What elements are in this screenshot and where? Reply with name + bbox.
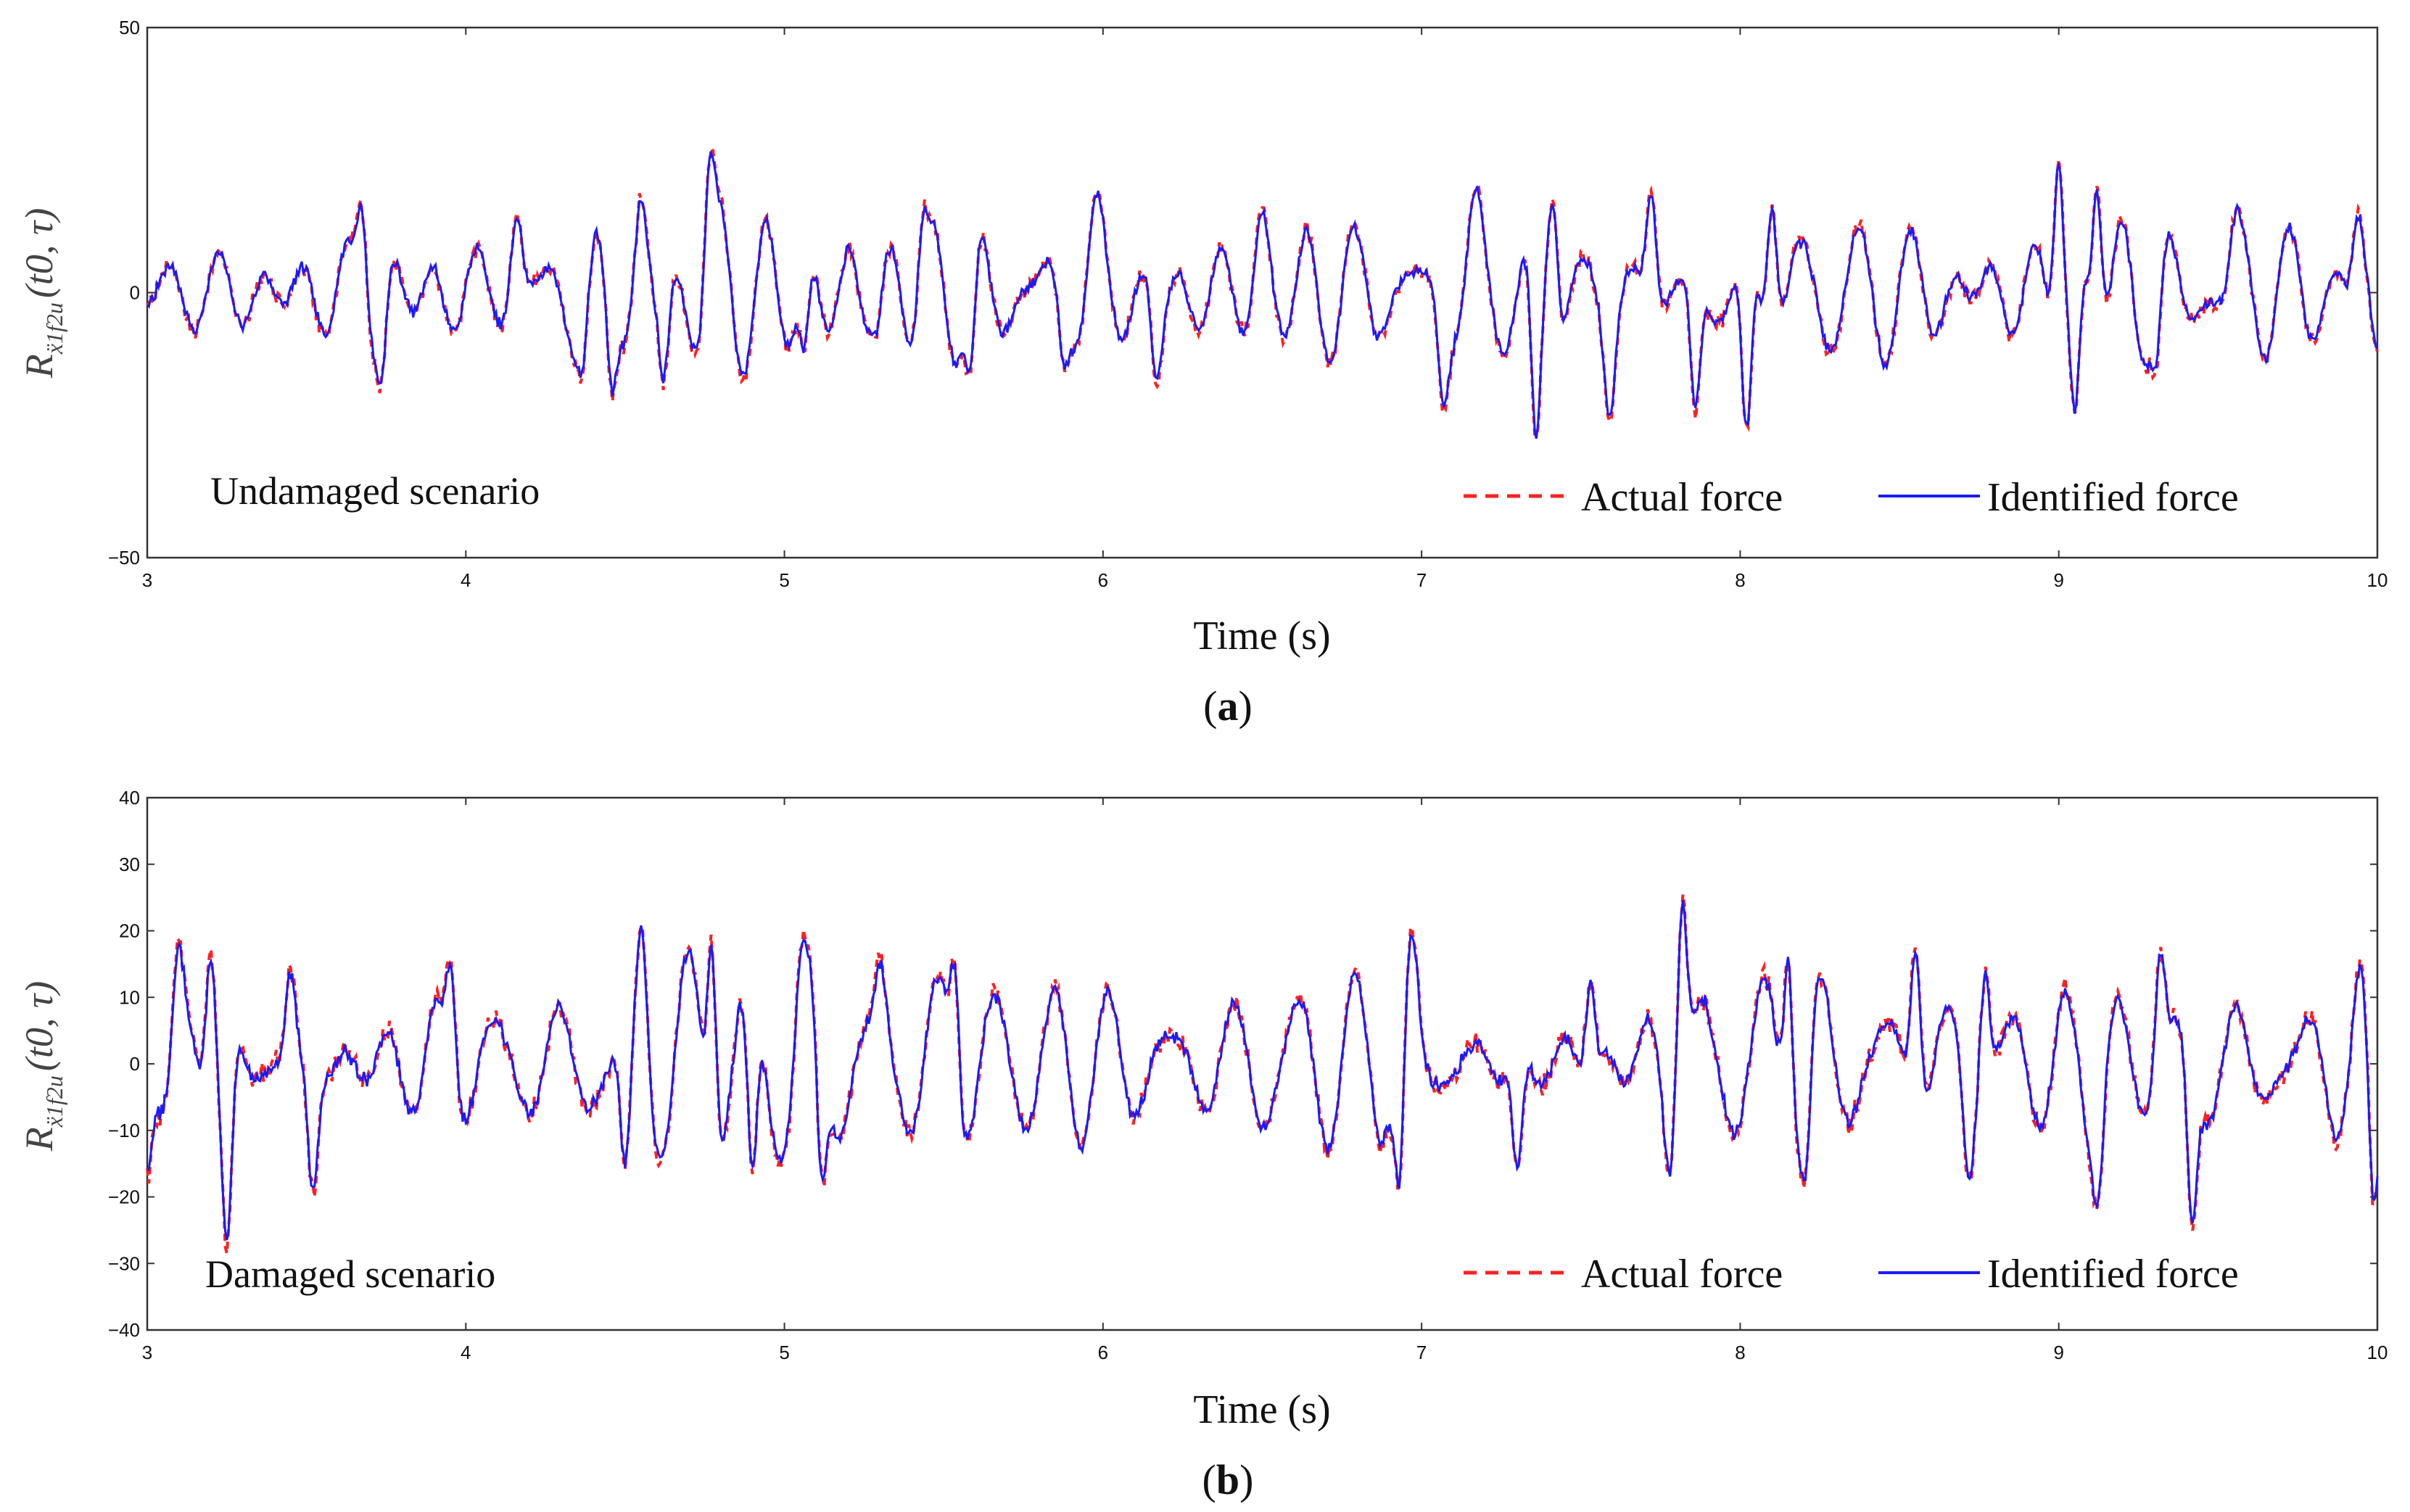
svg-text:Rẍ1f2u(t0, τ): Rẍ1f2u(t0, τ)	[17, 208, 67, 379]
annotation-damaged: Damaged scenario	[205, 1252, 495, 1296]
legend-label-actual-a: Actual force	[1581, 475, 1783, 520]
x-tick-label-b-10: 10	[2367, 1342, 2388, 1363]
y-tick-label-b-0: 0	[130, 1053, 140, 1075]
series-identified-force-b	[147, 900, 2379, 1241]
x-tick-label-b-7: 7	[1416, 1342, 1427, 1363]
caption-a: (a)	[1203, 682, 1253, 730]
y-tick-label-b-20: 20	[119, 920, 140, 942]
series-group-b	[146, 894, 2379, 1254]
x-tick-label-b-4: 4	[461, 1342, 471, 1363]
y-tick-label-a-50: 50	[119, 17, 140, 38]
plot-frame-b	[146, 796, 2379, 1331]
x-tick-label-b-3: 3	[142, 1342, 152, 1363]
y-tick-label-a--50: −50	[108, 547, 140, 569]
x-tick-label-b-5: 5	[779, 1342, 789, 1363]
x-tick-label-a-10: 10	[2367, 569, 2388, 591]
y-tick-label-b-30: 30	[119, 854, 140, 875]
x-tick-label-b-8: 8	[1735, 1342, 1745, 1363]
x-tick-label-a-7: 7	[1416, 569, 1427, 591]
tick-group-b: 3 4 5 6 7 8 9 10 −40 −30 −20 −10 0 10 20 30 40	[108, 787, 2388, 1363]
y-tick-label-b--10: −10	[108, 1120, 140, 1141]
annotation-undamaged: Undamaged scenario	[210, 469, 540, 513]
panel-a: 3 4 5 6 7 8 9 10 −50 0 50 Undamaged scenario Actua…	[17, 17, 2388, 730]
y-tick-label-b--30: −30	[108, 1252, 140, 1274]
x-tick-label-a-3: 3	[142, 569, 152, 591]
x-tick-label-a-8: 8	[1735, 569, 1745, 591]
tick-group-a: 3 4 5 6 7 8 9 10 −50 0 50	[108, 17, 2388, 591]
x-tick-label-b-9: 9	[2053, 1342, 2063, 1363]
y-axis-label-b: Rẍ1f2u(t0, τ)	[17, 981, 67, 1152]
y-tick-label-b-10: 10	[119, 986, 140, 1008]
plot-frame-a	[146, 26, 2379, 559]
x-axis-label-a: Time (s)	[1193, 614, 1330, 658]
legend-label-identified-a: Identified force	[1987, 475, 2239, 520]
y-tick-label-b-40: 40	[119, 787, 140, 809]
series-identified-force-a	[147, 149, 2379, 439]
y-axis-label-a: Rẍ1f2u(t0, τ)	[17, 208, 67, 379]
svg-text:Rẍ1f2u(t0, τ): Rẍ1f2u(t0, τ)	[17, 981, 67, 1152]
x-tick-label-b-6: 6	[1098, 1342, 1108, 1363]
x-tick-label-a-9: 9	[2053, 569, 2063, 591]
legend-label-actual-b: Actual force	[1581, 1252, 1783, 1297]
x-tick-label-a-5: 5	[779, 569, 789, 591]
caption-b: (b)	[1202, 1456, 1254, 1503]
y-tick-label-a-0: 0	[130, 282, 140, 304]
y-tick-label-b--40: −40	[108, 1319, 140, 1341]
x-tick-label-a-6: 6	[1098, 569, 1108, 591]
legend-label-identified-b: Identified force	[1987, 1252, 2239, 1297]
x-axis-label-b: Time (s)	[1193, 1387, 1330, 1432]
series-group-a	[146, 144, 2379, 439]
x-tick-label-a-4: 4	[461, 569, 471, 591]
y-tick-label-b--20: −20	[108, 1186, 140, 1208]
panel-b: 3 4 5 6 7 8 9 10 −40 −30 −20 −10 0 10 20 30 40 Damaged s…	[17, 787, 2388, 1503]
